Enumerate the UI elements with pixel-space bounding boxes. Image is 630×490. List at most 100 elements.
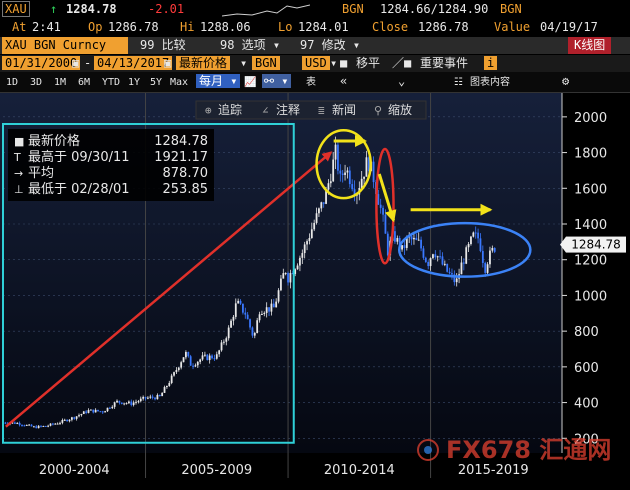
x-axis-label: 2000-2004 — [39, 463, 110, 478]
candle-body — [422, 248, 425, 258]
legend-label: 最新价格 — [28, 133, 80, 149]
events-checkbox-icon[interactable]: ■ — [404, 56, 412, 70]
options-menu[interactable]: 98 选项 ▾ — [220, 38, 281, 52]
field-source[interactable]: BGN — [252, 56, 280, 70]
security-field[interactable]: XAU BGN Curncy — [2, 37, 128, 54]
high-label: Hi — [180, 20, 195, 34]
pen-icon[interactable]: ／ — [392, 56, 405, 70]
candle-body — [253, 332, 256, 336]
annotate-tool[interactable]: 注释 — [276, 102, 300, 117]
zoom-tool[interactable]: 缩放 — [388, 102, 412, 117]
table-button[interactable]: 表 — [306, 77, 316, 88]
candle-body — [92, 409, 95, 413]
candle-body — [139, 398, 142, 402]
yellow-arrow — [377, 173, 397, 223]
calendar-icon[interactable]: ▣ — [72, 56, 80, 70]
period-ytd[interactable]: YTD — [102, 77, 121, 88]
period-6m[interactable]: 6M — [78, 77, 91, 88]
candle-body — [75, 416, 78, 419]
candle-body — [353, 189, 356, 196]
candle-body — [282, 273, 285, 279]
candle-body — [170, 375, 173, 384]
legend: ■ 最新价格 1284.78 T 最高于 09/30/11 1921.17 → 平均 878.7… — [8, 129, 214, 201]
frequency-select[interactable]: 每月 ▾ — [196, 74, 241, 88]
chart-type-tab[interactable]: K线图 — [568, 37, 612, 54]
candle-body — [315, 213, 318, 223]
period-1y[interactable]: 1Y — [128, 77, 141, 88]
candle-body — [37, 425, 40, 429]
currency-dropdown-icon[interactable]: ▾ — [330, 56, 338, 70]
candle-body — [367, 157, 370, 172]
period-5y[interactable]: 5Y — [150, 77, 163, 88]
expand-icon[interactable]: ⌄ — [398, 74, 406, 88]
candle-body — [265, 307, 268, 313]
candle-body — [256, 320, 259, 333]
date-to-input[interactable]: 04/13/2017 — [94, 56, 173, 70]
candle-body — [237, 300, 240, 304]
ticker-symbol[interactable]: XAU — [2, 1, 30, 17]
price-chart[interactable]: 200 400 600 800 1000 1200 1400 1600 1800 2000 200… — [0, 93, 630, 490]
field-select[interactable]: 最新价格 — [176, 56, 231, 70]
period-1d[interactable]: 1D — [6, 77, 19, 88]
events-toggle[interactable]: 重要事件 — [420, 56, 469, 70]
period-3d[interactable]: 3D — [30, 77, 43, 88]
candle-body — [427, 262, 430, 267]
zoom-icon[interactable]: ⚲ — [374, 104, 382, 117]
date-from-input[interactable]: 01/31/2000 — [2, 56, 81, 70]
candle-body — [70, 417, 73, 420]
shift-toggle[interactable]: 移平 — [356, 56, 381, 70]
candle-body — [189, 356, 192, 366]
calendar-icon-2[interactable]: ▣ — [164, 56, 172, 70]
news-icon[interactable]: ≣ — [318, 104, 325, 117]
collapse-icon[interactable]: « — [340, 74, 348, 88]
candle-body — [204, 354, 206, 356]
candle-body — [147, 397, 149, 399]
value-date: 04/19/17 — [540, 20, 598, 34]
chart-content-button[interactable]: 图表内容 — [470, 77, 510, 88]
candle-body — [296, 265, 299, 270]
candle-body — [474, 232, 477, 234]
candle-body — [439, 256, 441, 258]
checkbox-icon[interactable]: ■ — [340, 56, 348, 70]
date-separator: - — [84, 56, 92, 70]
bid-ask: 1284.66/1284.90 — [380, 2, 489, 16]
candle-body — [327, 183, 330, 190]
edit-menu[interactable]: 97 修改 ▾ — [300, 38, 361, 52]
annotate-icon[interactable]: ∠ — [262, 104, 269, 117]
compare-menu[interactable]: 99 比较 — [140, 38, 186, 52]
candle-body — [61, 420, 64, 423]
candle-body — [32, 426, 35, 428]
annotations — [2, 123, 532, 444]
candle-body — [230, 320, 232, 328]
candle-body — [351, 184, 354, 190]
crosshair-icon[interactable]: ⊕ — [205, 104, 212, 117]
settings-gear-icon[interactable]: ⚙ — [562, 74, 570, 88]
info-icon[interactable]: i — [484, 56, 498, 70]
period-max[interactable]: Max — [170, 77, 189, 88]
period-1m[interactable]: 1M — [54, 77, 67, 88]
candle-body — [154, 397, 156, 400]
candle-body — [59, 422, 61, 424]
legend-label: 最高于 09/30/11 — [28, 149, 130, 165]
line-chart-icon[interactable]: 📈 — [244, 77, 257, 88]
candle-body — [481, 251, 484, 263]
candle-body — [372, 161, 375, 183]
news-tool[interactable]: 新闻 — [332, 102, 356, 117]
candle-body — [182, 357, 185, 363]
track-tool[interactable]: 追踪 — [218, 102, 242, 117]
chart-content-icon[interactable]: ☷ — [454, 77, 463, 88]
candle-body — [467, 244, 470, 248]
y-tick-label: 2000 — [574, 111, 607, 126]
candle-body — [116, 400, 118, 403]
compare-icon[interactable]: ⚯ ▾ — [262, 74, 291, 88]
candle-body — [451, 273, 453, 275]
candle-body — [130, 401, 133, 405]
candle-body — [215, 354, 218, 359]
candle-body — [194, 365, 197, 367]
y-tick-label: 1400 — [574, 218, 607, 233]
candle-body — [113, 402, 116, 407]
candle-body — [101, 411, 104, 413]
dropdown-icon[interactable]: ▾ — [240, 56, 248, 70]
last-price-swatch-icon: ■ — [14, 135, 24, 148]
currency-select[interactable]: USD — [302, 56, 330, 70]
